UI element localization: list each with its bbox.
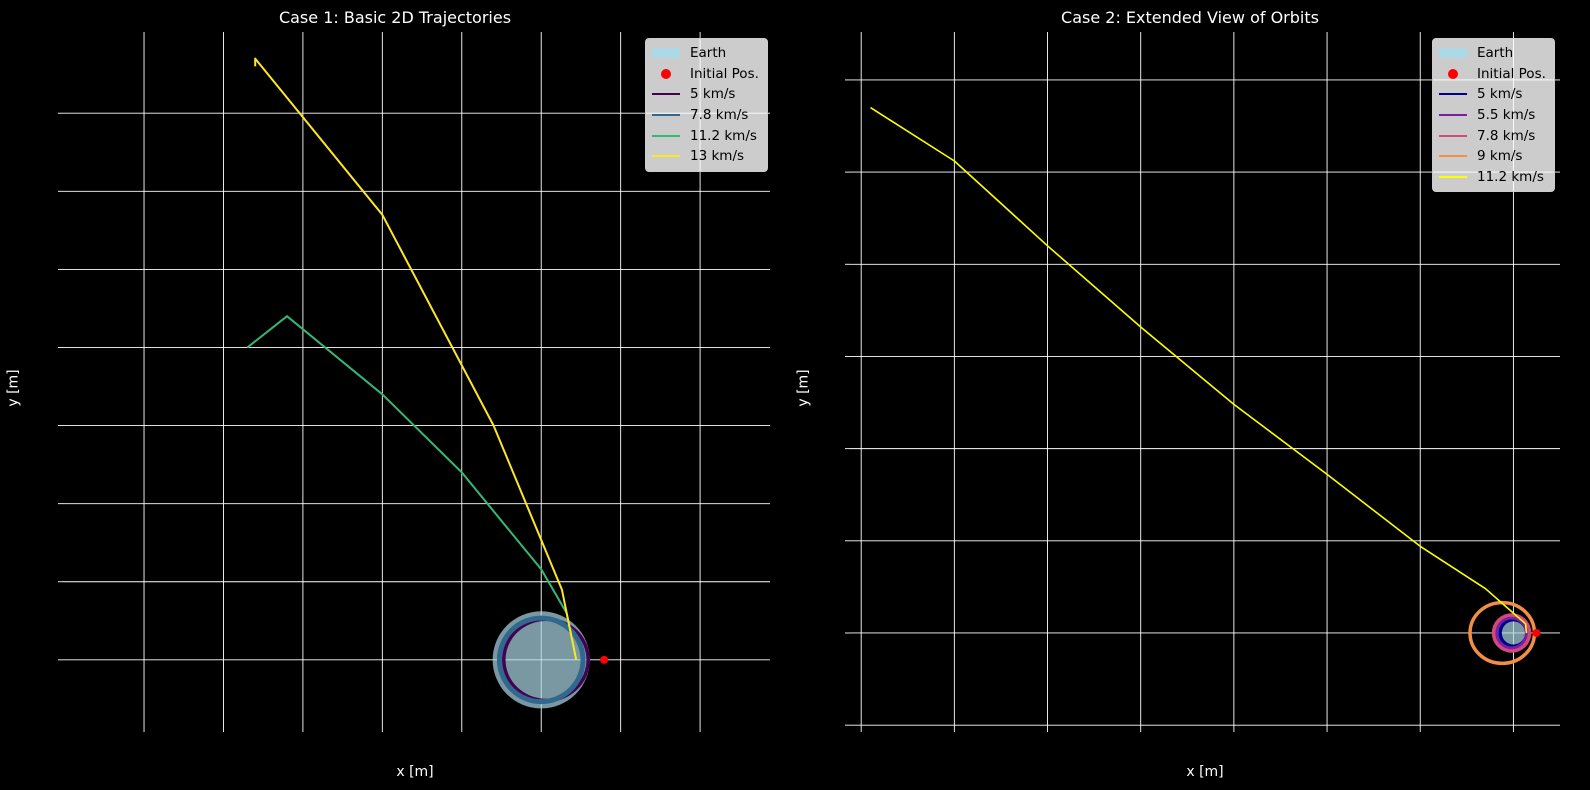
legend-item: 11.2 km/s	[1439, 167, 1546, 188]
legend-label: 5.5 km/s	[1477, 107, 1536, 124]
legend-swatch	[652, 88, 680, 100]
series-11-2-km-s	[246, 315, 578, 661]
legend-item: Initial Pos.	[1439, 64, 1546, 85]
chart-panel-case-1: Case 1: Basic 2D Trajectories x [m] y [m…	[0, 0, 790, 790]
legend-item: Initial Pos.	[652, 64, 759, 85]
legend-label: Earth	[690, 45, 727, 62]
chart-title: Case 2: Extended View of Orbits	[1061, 8, 1319, 27]
y-axis-label: y [m]	[5, 369, 22, 407]
legend-swatch	[652, 130, 680, 142]
chart-panel-case-2: Case 2: Extended View of Orbits x [m] y …	[790, 0, 1590, 790]
legend-swatch	[652, 47, 680, 59]
legend-item: 7.8 km/s	[1439, 125, 1546, 146]
legend-swatch	[652, 109, 680, 121]
legend-item: Earth	[652, 43, 759, 64]
legend-item: 5.5 km/s	[1439, 105, 1546, 126]
series-5-5-km-s	[1494, 616, 1529, 650]
legend-label: 5 km/s	[1477, 86, 1523, 103]
legend-item: 5 km/s	[652, 84, 759, 105]
x-axis-label: x [m]	[1186, 764, 1224, 780]
series-11-2-km-s	[870, 106, 1528, 634]
legend-swatch	[1439, 68, 1467, 80]
legend-label: 7.8 km/s	[690, 107, 749, 124]
legend-swatch	[652, 150, 680, 162]
legend-swatch	[1439, 88, 1467, 100]
initial-position-marker	[600, 655, 609, 664]
legend-label: 11.2 km/s	[1477, 168, 1544, 185]
legend-item: 9 km/s	[1439, 146, 1546, 167]
legend-item: 7.8 km/s	[652, 105, 759, 126]
y-axis-label: y [m]	[795, 369, 812, 407]
plot-area-case-2	[845, 32, 1560, 732]
legend-swatch	[1439, 47, 1467, 59]
legend-swatch	[1439, 130, 1467, 142]
legend-label: 11.2 km/s	[690, 127, 757, 144]
legend: Earth Initial Pos. 5 km/s 5.5 km/s 7.8 km/s 9…	[1432, 38, 1555, 193]
legend-label: Initial Pos.	[1477, 65, 1546, 82]
legend-label: 7.8 km/s	[1477, 127, 1536, 144]
legend-swatch	[1439, 171, 1467, 183]
earth-disc	[492, 611, 590, 709]
legend-label: Earth	[1477, 45, 1514, 62]
plot-area-case-1	[58, 32, 770, 732]
legend-item: 13 km/s	[652, 146, 759, 167]
legend-item: Earth	[1439, 43, 1546, 64]
legend-label: 13 km/s	[690, 148, 745, 165]
legend-item: 5 km/s	[1439, 84, 1546, 105]
chart-title: Case 1: Basic 2D Trajectories	[278, 8, 512, 27]
legend-label: Initial Pos.	[690, 65, 759, 82]
initial-position-marker	[1532, 628, 1541, 637]
series-7-8-km-s	[1491, 613, 1532, 653]
x-axis-label: x [m]	[396, 764, 434, 780]
series-7-8-km-s	[496, 615, 586, 705]
series-13-km-s	[254, 57, 578, 660]
legend-label: 9 km/s	[1477, 148, 1523, 165]
legend-item: 11.2 km/s	[652, 125, 759, 146]
legend-label: 5 km/s	[690, 86, 736, 103]
legend-swatch	[1439, 109, 1467, 121]
legend-swatch	[652, 68, 680, 80]
legend-swatch	[1439, 150, 1467, 162]
legend: Earth Initial Pos. 5 km/s 7.8 km/s 11.2 km/s…	[645, 38, 768, 172]
